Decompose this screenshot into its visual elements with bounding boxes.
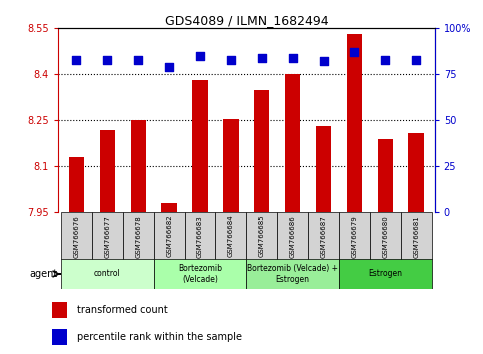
- Text: GSM766683: GSM766683: [197, 215, 203, 258]
- Bar: [409, 133, 424, 212]
- Point: [258, 55, 266, 61]
- Text: GSM766678: GSM766678: [135, 215, 141, 258]
- Bar: [316, 126, 331, 212]
- Text: GSM766686: GSM766686: [290, 215, 296, 258]
- Bar: [339, 212, 370, 260]
- Bar: [223, 119, 239, 212]
- Bar: [378, 139, 393, 212]
- Bar: [246, 259, 339, 289]
- Text: GSM766685: GSM766685: [259, 215, 265, 257]
- Text: GSM766679: GSM766679: [352, 215, 357, 258]
- Bar: [123, 212, 154, 260]
- Point: [412, 57, 420, 62]
- Bar: [254, 90, 270, 212]
- Bar: [61, 259, 154, 289]
- Bar: [339, 259, 432, 289]
- Point: [227, 57, 235, 62]
- Text: transformed count: transformed count: [77, 305, 168, 315]
- Point: [72, 57, 80, 62]
- Bar: [246, 212, 277, 260]
- Bar: [154, 259, 246, 289]
- Text: GSM766681: GSM766681: [413, 215, 419, 258]
- Bar: [53, 302, 67, 318]
- Bar: [154, 212, 185, 260]
- Text: Bortezomib
(Velcade): Bortezomib (Velcade): [178, 264, 222, 284]
- Bar: [99, 130, 115, 212]
- Bar: [61, 212, 92, 260]
- Bar: [370, 212, 401, 260]
- Text: control: control: [94, 269, 121, 279]
- Point: [320, 59, 327, 64]
- Bar: [130, 120, 146, 212]
- Bar: [69, 157, 84, 212]
- Text: Bortezomib (Velcade) +
Estrogen: Bortezomib (Velcade) + Estrogen: [247, 264, 338, 284]
- Point: [103, 57, 111, 62]
- Bar: [192, 80, 208, 212]
- Point: [196, 53, 204, 59]
- Bar: [277, 212, 308, 260]
- Text: GSM766676: GSM766676: [73, 215, 80, 258]
- Bar: [185, 212, 215, 260]
- Bar: [401, 212, 432, 260]
- Bar: [161, 203, 177, 212]
- Text: agent: agent: [29, 269, 57, 279]
- Bar: [347, 34, 362, 212]
- Bar: [92, 212, 123, 260]
- Point: [289, 55, 297, 61]
- Title: GDS4089 / ILMN_1682494: GDS4089 / ILMN_1682494: [165, 14, 328, 27]
- Bar: [215, 212, 246, 260]
- Text: percentile rank within the sample: percentile rank within the sample: [77, 332, 242, 342]
- Point: [165, 64, 173, 70]
- Text: GSM766687: GSM766687: [321, 215, 327, 258]
- Point: [134, 57, 142, 62]
- Text: GSM766682: GSM766682: [166, 215, 172, 257]
- Text: GSM766677: GSM766677: [104, 215, 111, 258]
- Text: GSM766684: GSM766684: [228, 215, 234, 257]
- Bar: [285, 74, 300, 212]
- Point: [382, 57, 389, 62]
- Text: GSM766680: GSM766680: [382, 215, 388, 258]
- Bar: [53, 329, 67, 345]
- Point: [351, 50, 358, 55]
- Bar: [308, 212, 339, 260]
- Text: Estrogen: Estrogen: [369, 269, 402, 279]
